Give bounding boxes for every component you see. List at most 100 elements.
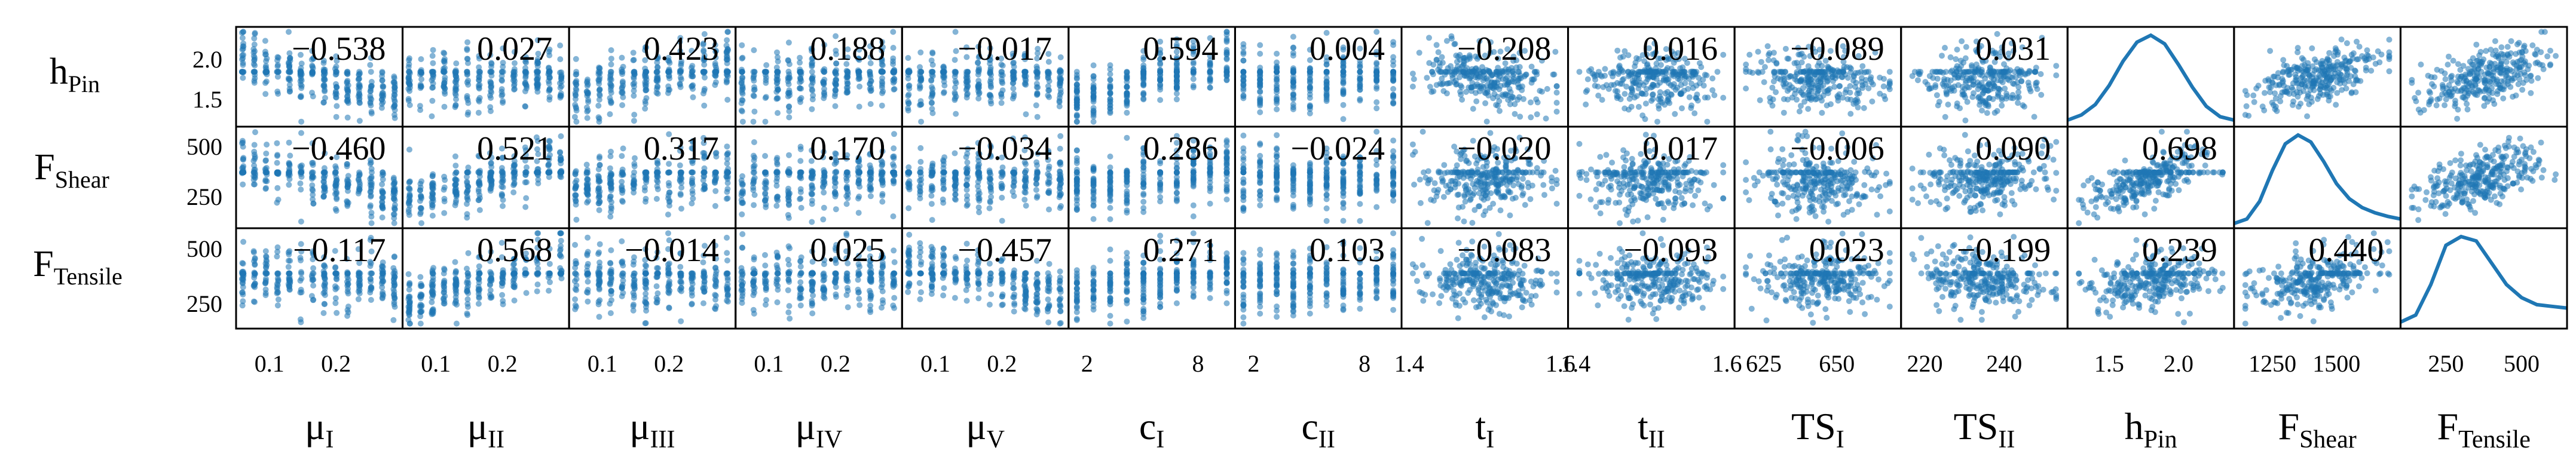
scatter-point <box>475 290 482 297</box>
scatter-point <box>1090 73 1097 79</box>
cell-plot-area <box>738 230 898 322</box>
scatter-point <box>665 230 671 237</box>
scatter-point <box>522 255 529 262</box>
scatter-point <box>832 103 839 109</box>
scatter-point <box>464 47 470 53</box>
scatter-point <box>774 155 781 161</box>
scatter-point <box>916 253 923 260</box>
scatter-point <box>763 302 769 308</box>
scatter-point <box>712 79 719 85</box>
scatter-point <box>809 310 816 317</box>
scatter-point <box>510 256 517 262</box>
scatter-point <box>724 258 730 263</box>
scatter-point <box>975 252 981 258</box>
scatter-point <box>928 253 935 260</box>
scatter-point <box>987 270 994 277</box>
scatter-point <box>1034 162 1041 168</box>
scatter-point <box>724 292 731 298</box>
scatter-point <box>774 49 780 56</box>
scatter-point <box>452 181 459 188</box>
scatter-point <box>464 179 470 185</box>
scatter-point <box>262 277 269 284</box>
scatter-point <box>1035 151 1041 157</box>
scatter-point <box>879 182 886 188</box>
scatter-point <box>631 169 637 176</box>
scatter-point <box>855 210 862 216</box>
scatter-point <box>654 83 660 90</box>
scatter-point <box>1011 193 1017 200</box>
scatter-point <box>1034 169 1041 176</box>
scatter-point <box>739 118 746 125</box>
scatter-point <box>797 96 803 103</box>
scatter-point <box>988 291 995 298</box>
scatter-point <box>452 259 458 265</box>
scatter-point <box>809 147 815 154</box>
scatter-point <box>879 69 886 75</box>
scatter-point <box>797 279 804 286</box>
scatter-point <box>642 257 648 263</box>
scatter-point <box>1033 311 1040 318</box>
scatter-point <box>643 95 650 102</box>
scatter-point <box>713 174 720 180</box>
scatter-point <box>833 151 839 157</box>
scatter-point <box>928 291 935 297</box>
scatter-point <box>940 200 947 206</box>
scatter-point <box>607 181 614 188</box>
scatter-point <box>391 197 398 203</box>
scatter-point <box>332 300 339 306</box>
scatter-point <box>809 270 815 277</box>
scatter-point <box>843 248 849 255</box>
scatter-point <box>239 279 246 286</box>
scatter-point <box>820 216 827 223</box>
scatter-point <box>964 280 971 287</box>
scatter-point <box>999 78 1005 85</box>
scatter-point <box>890 213 897 220</box>
scatter-point <box>1207 60 1213 66</box>
scatter-point <box>712 273 719 280</box>
scatter-point <box>274 140 280 146</box>
scatter-point <box>367 161 374 167</box>
scatter-point <box>464 278 471 284</box>
scatter-point <box>322 169 328 176</box>
scatter-point <box>917 244 923 251</box>
scatter-point <box>452 270 459 277</box>
scatter-point <box>906 181 913 188</box>
scatter-point <box>1057 320 1064 326</box>
scatter-point <box>891 247 897 254</box>
scatter-point <box>797 189 804 195</box>
scatter-point <box>929 283 935 290</box>
scatter-point <box>321 84 328 90</box>
scatter-point <box>975 204 982 211</box>
scatter-point <box>773 169 779 176</box>
scatter-point <box>453 82 460 89</box>
scatter-point <box>821 261 827 268</box>
scatter-point <box>975 158 982 164</box>
scatter-point <box>240 238 247 245</box>
correlation-label: 0.170 <box>810 130 885 167</box>
scatter-point <box>512 284 518 290</box>
row-tick-label: 1.5 <box>192 86 222 113</box>
scatter-point <box>891 76 898 82</box>
scatter-point <box>356 118 363 124</box>
scatter-point <box>701 62 708 68</box>
scatter-point <box>1045 51 1052 57</box>
scatter-point <box>797 76 804 82</box>
scatter-point <box>631 163 638 170</box>
scatter-point <box>250 298 257 305</box>
scatter-point <box>619 54 625 61</box>
scatter-point <box>855 178 862 185</box>
scatter-point <box>999 72 1006 78</box>
scatter-point <box>821 42 828 48</box>
scatter-point <box>940 177 946 183</box>
scatter-point <box>546 137 552 144</box>
scatter-point <box>380 259 386 266</box>
scatter-point <box>797 85 803 91</box>
cell-plot-area <box>405 133 565 226</box>
scatter-point <box>252 129 258 136</box>
scatter-point <box>665 270 671 277</box>
scatter-point <box>677 48 684 54</box>
scatter-point <box>344 114 351 121</box>
scatter-point <box>298 171 304 177</box>
scatter-point <box>654 183 660 189</box>
scatter-point <box>739 55 745 62</box>
